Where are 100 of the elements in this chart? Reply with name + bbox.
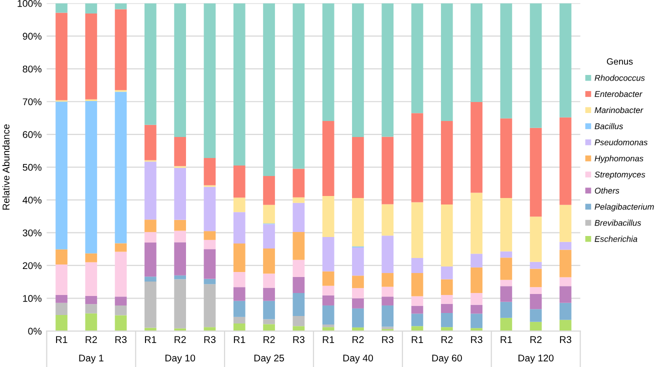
bar bbox=[322, 271, 334, 286]
legend-label: Bacillus bbox=[594, 123, 623, 130]
bar bbox=[56, 294, 68, 303]
y-tick-label: 100% bbox=[18, 0, 42, 7]
x-tick-label: R1 bbox=[56, 336, 68, 343]
bar bbox=[440, 266, 453, 280]
bar bbox=[560, 117, 572, 205]
bar bbox=[174, 230, 186, 242]
bar bbox=[263, 274, 275, 288]
bar bbox=[352, 288, 364, 298]
x-tick-label: R1 bbox=[145, 336, 156, 343]
bar bbox=[411, 202, 424, 258]
x-tick-label: R3 bbox=[560, 336, 572, 344]
bar bbox=[382, 136, 394, 204]
bar bbox=[56, 3, 68, 13]
bar bbox=[530, 294, 542, 310]
y-tick-label: 50% bbox=[22, 164, 42, 171]
bar bbox=[560, 277, 572, 286]
legend-label: Pelagibacterium bbox=[594, 204, 654, 212]
bar bbox=[382, 3, 394, 137]
bar bbox=[530, 309, 542, 322]
bar bbox=[263, 288, 275, 301]
bar bbox=[233, 323, 246, 332]
bar bbox=[263, 3, 275, 176]
bar bbox=[114, 3, 127, 10]
x-tick-label: R3 bbox=[204, 336, 216, 344]
bar bbox=[500, 198, 512, 252]
bar bbox=[292, 197, 305, 203]
bar bbox=[382, 204, 394, 236]
bar bbox=[560, 3, 572, 118]
bar bbox=[352, 3, 364, 138]
legend-label: Brevibacillus bbox=[594, 220, 642, 226]
bar bbox=[204, 278, 216, 284]
bar bbox=[204, 284, 216, 328]
bar bbox=[560, 250, 572, 278]
bar bbox=[530, 268, 542, 288]
bar bbox=[382, 305, 394, 327]
bar bbox=[411, 306, 424, 314]
bar bbox=[411, 3, 424, 114]
bar bbox=[85, 262, 98, 296]
bar bbox=[560, 302, 572, 320]
bar bbox=[322, 236, 334, 272]
bar bbox=[174, 3, 186, 138]
legend-label: Escherichia bbox=[594, 236, 638, 242]
bar bbox=[500, 318, 512, 332]
bar bbox=[292, 232, 305, 260]
bar bbox=[322, 305, 334, 324]
bar bbox=[500, 258, 512, 280]
bar bbox=[204, 240, 216, 250]
bar bbox=[322, 3, 334, 121]
legend-label: Others bbox=[594, 187, 620, 194]
bar bbox=[411, 258, 424, 274]
bar bbox=[382, 286, 394, 297]
bar bbox=[500, 3, 512, 118]
bar bbox=[233, 166, 246, 198]
bar bbox=[560, 286, 572, 303]
bar bbox=[174, 279, 186, 328]
bar bbox=[56, 264, 68, 295]
x-tick-label: R2 bbox=[264, 336, 275, 343]
text: Day 25 bbox=[254, 354, 284, 364]
bar bbox=[470, 267, 482, 294]
x-tick-label: R2 bbox=[530, 336, 542, 343]
text: Day 60 bbox=[432, 354, 462, 364]
bar bbox=[382, 236, 394, 274]
bar bbox=[352, 298, 364, 308]
text: Day 10 bbox=[165, 354, 196, 364]
bar bbox=[263, 300, 275, 320]
bar bbox=[204, 249, 216, 279]
bar bbox=[144, 3, 156, 125]
bar bbox=[56, 249, 68, 265]
bar bbox=[352, 247, 364, 276]
bar bbox=[292, 326, 305, 332]
y-tick-label: 80% bbox=[22, 66, 42, 72]
bar bbox=[144, 276, 156, 282]
bar bbox=[440, 294, 453, 304]
bar bbox=[144, 124, 156, 160]
y-tick-label: 30% bbox=[22, 229, 42, 236]
bar bbox=[440, 279, 453, 295]
bar bbox=[470, 293, 482, 305]
bar bbox=[85, 13, 98, 100]
bar bbox=[144, 232, 156, 243]
bar bbox=[233, 198, 246, 212]
bar bbox=[530, 262, 542, 269]
bar bbox=[440, 120, 453, 205]
x-tick-label: R2 bbox=[174, 336, 186, 343]
y-tick-label: 70% bbox=[22, 98, 42, 106]
legend-label: Streptomyces bbox=[594, 172, 646, 180]
x-tick-label: R1 bbox=[234, 336, 246, 343]
bar bbox=[440, 313, 453, 328]
text: Day 1 bbox=[79, 354, 104, 364]
bar bbox=[233, 300, 246, 317]
y-tick-label: 60% bbox=[22, 131, 42, 138]
bar bbox=[352, 137, 364, 198]
legend-label: Pseudomonas bbox=[594, 139, 648, 146]
bar bbox=[292, 168, 305, 198]
bar bbox=[322, 120, 334, 196]
text: Day 120 bbox=[518, 354, 554, 364]
bar bbox=[530, 128, 542, 217]
bar bbox=[530, 216, 542, 262]
bar bbox=[174, 137, 186, 166]
